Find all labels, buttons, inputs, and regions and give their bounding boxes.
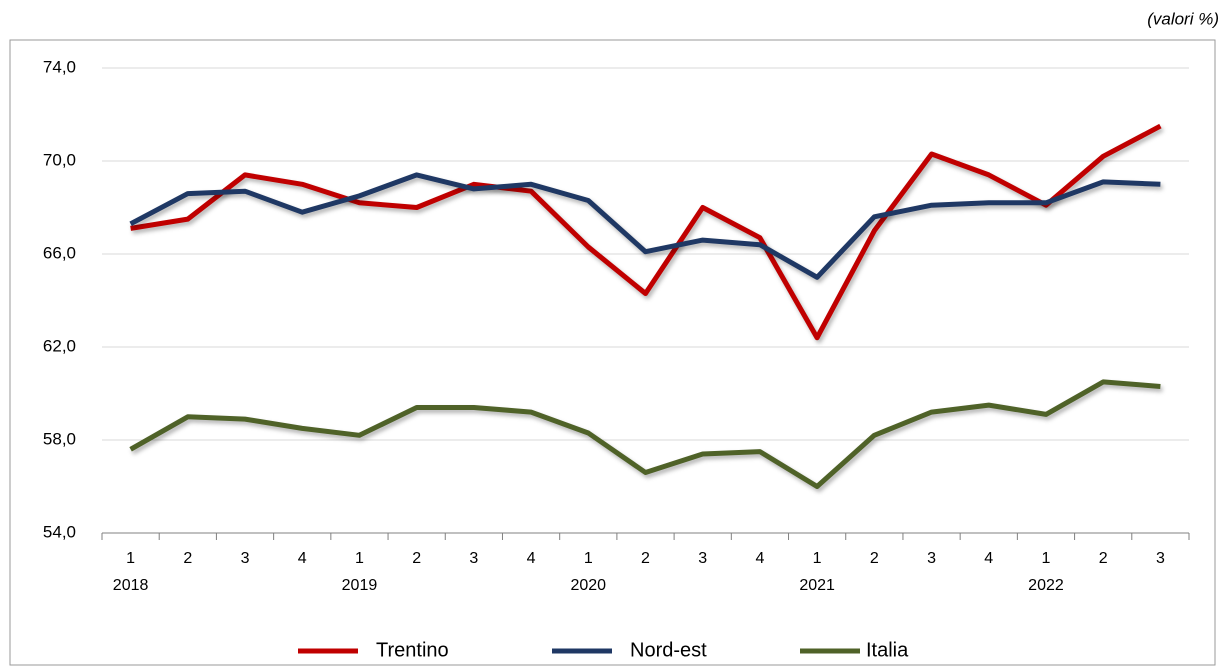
x-tick-label: 1 xyxy=(126,550,135,567)
x-tick-label: 2 xyxy=(870,550,879,567)
y-tick-label: 58,0 xyxy=(43,429,76,448)
x-tick-label: 2 xyxy=(183,550,192,567)
legend-label: Trentino xyxy=(376,639,449,661)
x-group-label: 2022 xyxy=(1028,577,1064,594)
x-tick-label: 2 xyxy=(1099,550,1108,567)
x-tick-label: 2 xyxy=(412,550,421,567)
series-line xyxy=(129,379,1161,489)
annotation: (valori %) xyxy=(1147,9,1219,28)
x-group-label: 2018 xyxy=(113,577,149,594)
legend-label: Italia xyxy=(866,639,909,661)
x-tick-label: 3 xyxy=(927,550,936,567)
x-tick-label: 3 xyxy=(241,550,250,567)
x-tick-label: 3 xyxy=(469,550,478,567)
x-group-label: 2020 xyxy=(570,577,606,594)
x-tick-label: 2 xyxy=(641,550,650,567)
y-tick-label: 62,0 xyxy=(43,336,76,355)
y-tick-label: 74,0 xyxy=(43,57,76,76)
x-tick-label: 1 xyxy=(355,550,364,567)
x-tick-label: 1 xyxy=(584,550,593,567)
x-group-label: 2021 xyxy=(799,577,835,594)
x-tick-label: 4 xyxy=(298,550,307,567)
x-tick-label: 1 xyxy=(1042,550,1051,567)
x-tick-label: 3 xyxy=(1156,550,1165,567)
y-tick-label: 66,0 xyxy=(43,243,76,262)
chart-frame xyxy=(9,39,1216,666)
series-line xyxy=(129,172,1161,280)
x-tick-label: 4 xyxy=(984,550,993,567)
y-tick-label: 70,0 xyxy=(43,150,76,169)
x-tick-label: 3 xyxy=(698,550,707,567)
x-tick-label: 4 xyxy=(527,550,536,567)
legend-label: Nord-est xyxy=(630,639,707,661)
x-group-label: 2019 xyxy=(342,577,378,594)
x-tick-label: 4 xyxy=(755,550,764,567)
y-tick-label: 54,0 xyxy=(43,522,76,541)
x-tick-label: 1 xyxy=(813,550,822,567)
series-line xyxy=(130,123,1162,341)
